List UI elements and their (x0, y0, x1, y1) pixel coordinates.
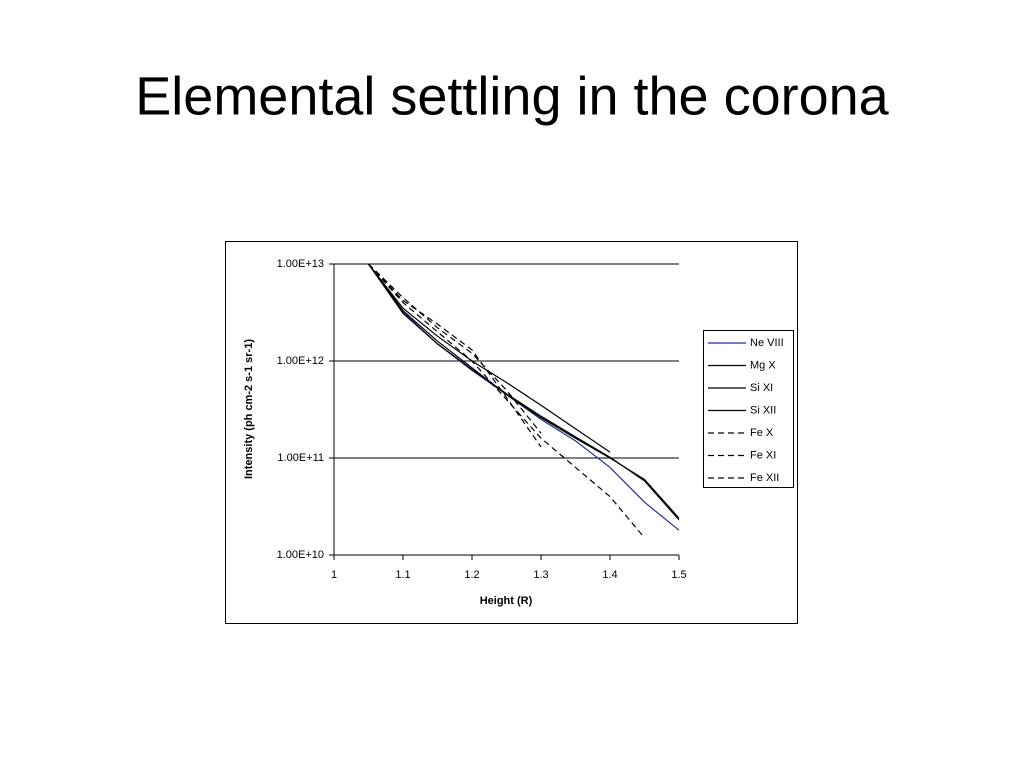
legend-label: Fe XII (750, 472, 779, 484)
y-tick-label: 1.00E+12 (277, 355, 324, 367)
x-tick-label: 1.1 (395, 569, 410, 581)
legend-label: Mg X (750, 359, 776, 371)
series-line (368, 263, 680, 521)
series-line (368, 263, 542, 448)
legend (703, 330, 794, 488)
x-tick-label: 1.3 (533, 569, 548, 581)
y-axis-label: Intensity (ph cm-2 s-1 sr-1) (243, 339, 255, 479)
x-tick-label: 1.2 (464, 569, 479, 581)
legend-label: Fe X (750, 427, 774, 439)
chart-frame (225, 241, 798, 624)
series-line (368, 263, 542, 434)
x-axis-label: Height (R) (480, 595, 533, 607)
legend-label: Si XII (750, 404, 776, 416)
y-tick-label: 1.00E+11 (277, 452, 324, 464)
y-tick-label: 1.00E+13 (277, 258, 324, 270)
x-tick-label: 1.4 (602, 569, 617, 581)
slide-title: Elemental settling in the corona (135, 66, 889, 126)
legend-label: Ne VIII (750, 337, 784, 349)
legend-label: Fe XI (750, 449, 776, 461)
series-line (368, 263, 645, 539)
x-tick-label: 1.5 (671, 569, 686, 581)
y-tick-label: 1.00E+10 (277, 549, 324, 561)
legend-label: Si XI (750, 382, 773, 394)
x-tick-label: 1 (331, 569, 337, 581)
